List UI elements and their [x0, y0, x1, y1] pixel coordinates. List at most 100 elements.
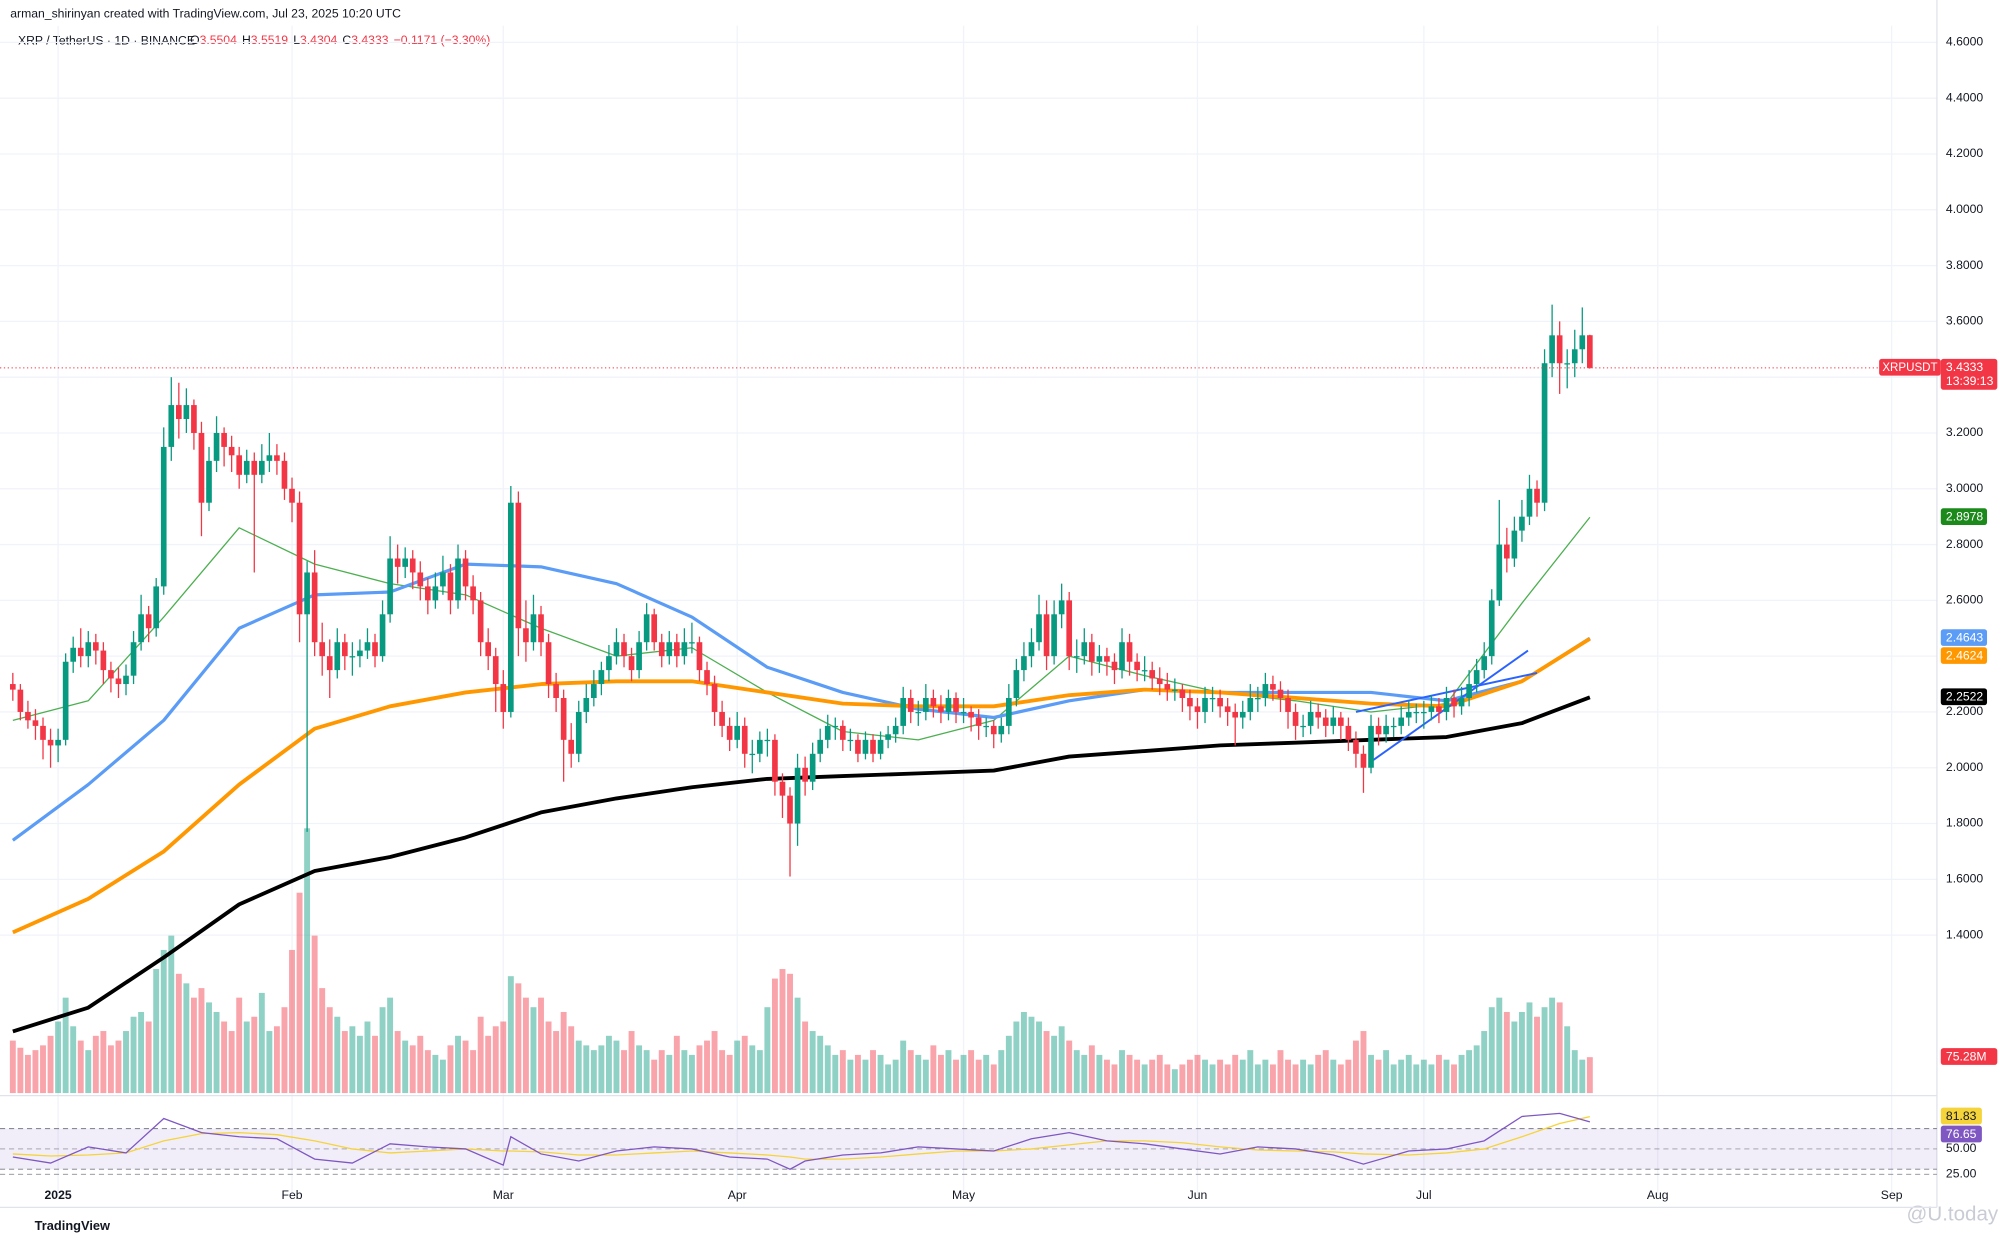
volume-bar: [1232, 1054, 1239, 1094]
volume-bar: [1481, 1031, 1488, 1094]
volume-bar: [749, 1045, 756, 1094]
candle-body: [1149, 670, 1156, 679]
candle-body: [1217, 698, 1223, 707]
y-tick-label: 4.4000: [1946, 90, 1983, 104]
volume-bar: [1451, 1064, 1457, 1094]
volume-bar: [1164, 1064, 1171, 1094]
volume-bar: [1413, 1064, 1420, 1094]
y-tick-label: 1.8000: [1946, 816, 1983, 830]
volume-bar: [1005, 1035, 1012, 1094]
volume-bar: [462, 1040, 469, 1094]
candle-body: [945, 698, 952, 712]
candle-body: [621, 642, 627, 657]
y-tick-label: 1.6000: [1946, 872, 1983, 886]
candle-body: [802, 767, 808, 782]
volume-bar: [1428, 1064, 1435, 1094]
volume-bar: [273, 1026, 280, 1094]
volume-bar: [198, 988, 205, 1094]
x-tick-label: Mar: [493, 1188, 514, 1202]
volume-bar: [704, 1040, 710, 1094]
volume-bar: [1149, 1059, 1156, 1094]
volume-bar: [983, 1054, 990, 1094]
candle-body: [123, 675, 129, 685]
volume-bar: [802, 1021, 809, 1094]
volume-bar: [24, 1054, 31, 1094]
rsi-tick-label: 25.00: [1946, 1166, 1977, 1180]
candle-body: [1466, 684, 1472, 699]
candle-body: [319, 642, 326, 657]
volume-bar: [847, 1059, 854, 1094]
candle-body: [749, 753, 756, 756]
candle-body: [990, 725, 997, 735]
volume-bar: [1435, 1054, 1442, 1094]
volume-bar: [1473, 1045, 1480, 1094]
volume-bar: [251, 1016, 258, 1094]
attribution: arman_shirinyan created with TradingView…: [10, 6, 401, 20]
candle-body: [176, 405, 182, 420]
volume-bar: [711, 1031, 718, 1094]
candle-body: [862, 739, 869, 754]
candle-body: [553, 684, 559, 699]
volume-bar: [334, 1016, 341, 1094]
volume-bar: [1254, 1064, 1261, 1094]
volume-bar: [636, 1045, 643, 1094]
volume-bar: [953, 1059, 959, 1094]
ma-label: 2.4624: [1946, 648, 1983, 662]
volume-bar: [1496, 997, 1503, 1094]
volume-bar: [1345, 1059, 1352, 1094]
volume-bar: [236, 997, 243, 1094]
candle-body: [606, 656, 612, 671]
candle-body: [311, 572, 318, 643]
volume-bar: [1043, 1031, 1050, 1094]
candle-body: [470, 586, 476, 601]
candle-body: [764, 739, 771, 742]
x-tick-label: Jul: [1416, 1188, 1432, 1202]
volume-bar: [1134, 1059, 1141, 1094]
candle-body: [1187, 698, 1193, 707]
candle-body: [960, 711, 967, 714]
candle-body: [55, 739, 61, 746]
y-tick-label: 1.4000: [1946, 927, 1983, 941]
volume-bar: [1360, 1031, 1367, 1094]
volume-bar: [734, 1040, 741, 1094]
candle-body: [1081, 642, 1088, 657]
candle-body: [206, 460, 212, 503]
ohlc-values: O3.5504 H3.5519 L3.4304 C3.4333 −0.1171 (−3.…: [190, 33, 490, 47]
volume-bar: [394, 1031, 401, 1094]
candle-body: [907, 698, 914, 712]
candle-body: [326, 656, 333, 671]
volume-label: 75.28M: [1946, 1049, 1987, 1063]
volume-bar: [77, 1040, 84, 1094]
volume-bar: [424, 1050, 431, 1094]
candle-body: [772, 739, 778, 782]
candle-body: [545, 642, 552, 685]
volume-bar: [326, 1007, 333, 1094]
volume-bar: [1579, 1059, 1586, 1094]
volume-bar: [1390, 1064, 1397, 1094]
candle-body: [704, 670, 710, 685]
volume-bar: [221, 1021, 228, 1094]
volume-bar: [206, 1002, 212, 1094]
volume-bar: [854, 1054, 861, 1094]
candle-body: [1247, 698, 1254, 712]
countdown: 13:39:13: [1946, 374, 1994, 388]
volume-bar: [500, 1021, 507, 1094]
volume-bar: [213, 1011, 220, 1094]
volume-bar: [809, 1031, 816, 1094]
candle-body: [1013, 670, 1020, 699]
candle-body: [1587, 335, 1593, 368]
candle-body: [1526, 488, 1533, 517]
candle-body: [1338, 717, 1344, 726]
volume-bar: [538, 997, 544, 1094]
volume-bar: [409, 1045, 416, 1094]
ma-label: 2.8978: [1946, 509, 1983, 523]
rsi-ma-line: [12, 1115, 1591, 1160]
volume-bar: [1277, 1050, 1284, 1094]
volume-bar: [719, 1050, 726, 1094]
volume-bar: [530, 1007, 537, 1094]
candle-body: [145, 614, 152, 629]
volume-bar: [477, 1016, 484, 1094]
y-tick-label: 3.6000: [1946, 314, 1983, 328]
volume-bar: [107, 1045, 114, 1094]
